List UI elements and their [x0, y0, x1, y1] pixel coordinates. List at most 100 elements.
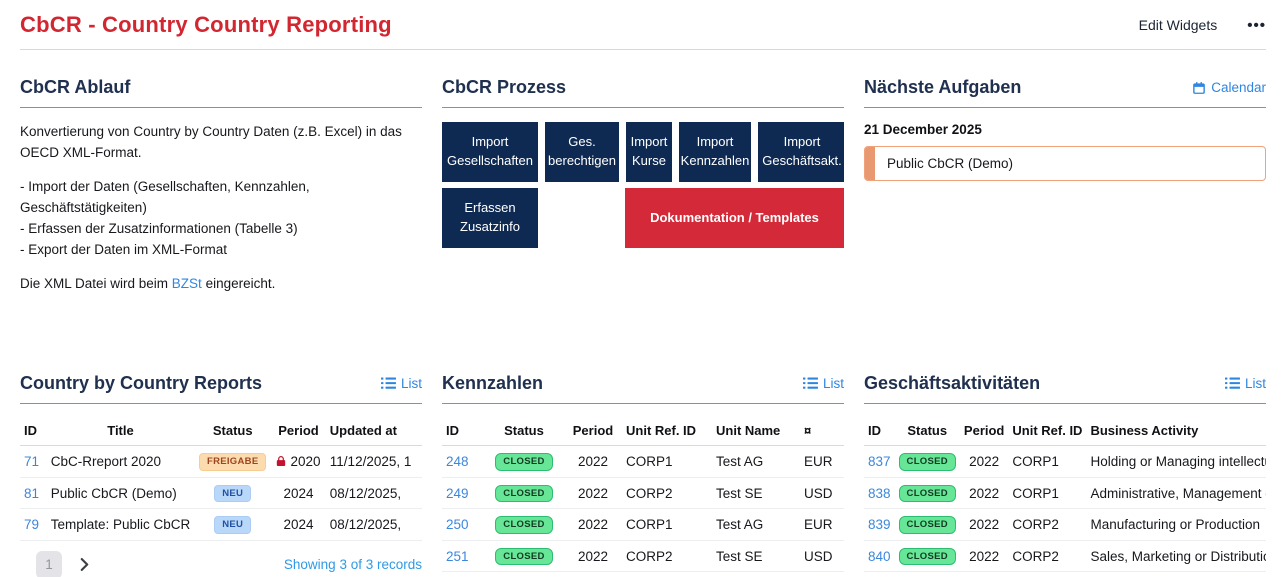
kennzahl-unitref-cell: CORP1: [622, 508, 712, 541]
aktivitaeten-col-id: ID: [864, 418, 895, 447]
report-id-link[interactable]: 79: [24, 517, 40, 533]
aktivitaet-period-cell: 2022: [959, 445, 1009, 478]
widget-cbcr-ablauf-body: Konvertierung von Country by Country Dat…: [20, 122, 422, 294]
aktivitaet-unitref-cell: CORP1: [1008, 477, 1087, 510]
widget-cbcr-ablauf: CbCR Ablauf Konvertierung von Country by…: [20, 77, 422, 307]
ablauf-footer-text: Die XML Datei wird beim BZSt eingereicht…: [20, 274, 422, 295]
kennzahlen-list-link-label: List: [822, 376, 844, 392]
table-row: 250 CLOSED 2022 CORP1 Test AG EUR: [442, 508, 844, 541]
report-period-cell: 2024: [271, 477, 326, 510]
aktivitaet-unitref-cell: CORP2: [1008, 508, 1087, 541]
import-gesellschaften-button[interactable]: Import Gesellschaften: [442, 122, 538, 182]
kennzahlen-col-unitref: Unit Ref. ID: [622, 418, 712, 447]
reports-pagination: 1 Showing 3 of 3 records: [20, 550, 422, 577]
ablauf-intro-text: Konvertierung von Country by Country Dat…: [20, 124, 402, 160]
table-row: 251 CLOSED 2022 CORP2 Test SE USD: [442, 540, 844, 573]
aktivitaet-period-cell: 2022: [959, 477, 1009, 510]
aktivitaet-activity-cell: Administrative, Management or Support: [1086, 477, 1266, 510]
kennzahl-period-cell: 2022: [564, 445, 622, 478]
task-card-label: Public CbCR (Demo): [887, 156, 1014, 171]
kennzahl-unitname-cell: Test AG: [712, 445, 800, 478]
widget-kennzahlen-body: ID Status Period Unit Ref. ID Unit Name …: [442, 418, 844, 577]
kennzahl-id-link[interactable]: 250: [446, 517, 469, 533]
aktivitaet-id-link[interactable]: 839: [868, 517, 891, 533]
aktivitaeten-list-link[interactable]: List: [1224, 376, 1266, 392]
reports-col-status: Status: [194, 418, 272, 447]
report-id-link[interactable]: 81: [24, 485, 40, 501]
calendar-link[interactable]: Calendar: [1192, 80, 1266, 95]
top-actions: Edit Widgets •••: [1139, 17, 1266, 34]
aktivitaet-activity-cell: Manufacturing or Production: [1086, 508, 1266, 541]
currency-icon: ¤: [800, 418, 844, 447]
aktivitaeten-list-link-label: List: [1244, 376, 1266, 392]
import-kennzahlen-button[interactable]: Import Kennzahlen: [679, 122, 751, 182]
task-card[interactable]: Public CbCR (Demo): [864, 146, 1266, 181]
widget-title-aufgaben: Nächste Aufgaben: [864, 77, 1022, 97]
widget-cbc-reports-body: ID Title Status Period Updated at 71 CbC…: [20, 418, 422, 577]
ges-berechtigen-button[interactable]: Ges. berechtigen: [545, 122, 619, 182]
aktivitaet-period-cell: 2022: [959, 540, 1009, 573]
kennzahl-unitname-cell: Test SE: [712, 477, 800, 510]
aktivitaet-id-link[interactable]: 838: [868, 485, 891, 501]
edit-widgets-button[interactable]: Edit Widgets: [1138, 17, 1218, 33]
report-title-cell: Template: Public CbCR: [46, 508, 195, 541]
kennzahlen-table: ID Status Period Unit Ref. ID Unit Name …: [442, 418, 844, 573]
report-title-cell: CbC-Rreport 2020: [46, 445, 195, 478]
ablauf-footer-pre: Die XML Datei wird beim: [20, 275, 172, 291]
kennzahl-id-link[interactable]: 249: [446, 485, 469, 501]
task-card-accent-strip: [865, 147, 875, 180]
report-updated-cell: 08/12/2025,: [325, 477, 422, 510]
aktivitaeten-col-activity: Business Activity: [1086, 418, 1266, 447]
kennzahlen-list-link[interactable]: List: [802, 376, 844, 392]
next-page-icon[interactable]: [80, 558, 89, 572]
table-row: 71 CbC-Rreport 2020 FREIGABE 2020 11/12/…: [20, 445, 422, 478]
kennzahlen-col-unitname: Unit Name: [712, 418, 800, 447]
page-1-button[interactable]: 1: [36, 550, 62, 577]
widget-cbcr-prozess-body: Import Gesellschaften Ges. berechtigen I…: [442, 122, 844, 248]
report-id-link[interactable]: 71: [24, 454, 40, 470]
widget-naechste-aufgaben-body: 21 December 2025 Public CbCR (Demo): [864, 122, 1266, 181]
import-kurse-button[interactable]: Import Kurse: [626, 122, 672, 182]
erfassen-zusatzinfo-button[interactable]: Erfassen Zusatzinfo: [442, 188, 538, 248]
calendar-icon: [1192, 81, 1206, 95]
kennzahl-period-cell: 2022: [564, 540, 622, 573]
status-badge: CLOSED: [898, 453, 956, 471]
aktivitaet-period-cell: 2022: [959, 571, 1009, 577]
status-badge: CLOSED: [495, 547, 553, 566]
aktivitaeten-col-unitref: Unit Ref. ID: [1008, 418, 1087, 447]
kennzahl-id-link[interactable]: 248: [446, 454, 469, 470]
task-date: 21 December 2025: [864, 122, 982, 137]
reports-list-link[interactable]: List: [380, 376, 422, 391]
kennzahl-currency-cell: EUR: [800, 445, 844, 478]
widget-cbcr-prozess-header: CbCR Prozess: [442, 77, 844, 108]
table-row: 838 CLOSED 2022 CORP1 Administrative, Ma…: [864, 477, 1266, 510]
kennzahlen-header-row: ID Status Period Unit Ref. ID Unit Name …: [442, 418, 844, 447]
ablauf-bullet-2: - Erfassen der Zusatzinformationen (Tabe…: [20, 220, 298, 236]
reports-col-title: Title: [46, 418, 195, 447]
prozess-button-row-1: Import Gesellschaften Ges. berechtigen I…: [442, 122, 844, 182]
widget-kennzahlen-header: Kennzahlen List: [442, 373, 844, 405]
aktivitaet-id-link[interactable]: 840: [868, 548, 891, 564]
aktivitaet-id-link[interactable]: 837: [868, 454, 891, 470]
top-bar: CbCR - Country Country Reporting Edit Wi…: [20, 12, 1266, 50]
import-geschaeftsakt-button[interactable]: Import Geschäftsakt.: [758, 122, 844, 182]
widget-cbc-reports-header: Country by Country Reports List: [20, 373, 422, 405]
status-badge: CLOSED: [898, 547, 956, 566]
overflow-menu-icon[interactable]: •••: [1247, 16, 1266, 34]
table-row: 841 CLOSED 2022 CORP1 Holding or Managin…: [864, 571, 1266, 577]
widget-geschaeftsaktivitaeten-body: ID Status Period Unit Ref. ID Business A…: [864, 418, 1266, 577]
list-icon: [380, 377, 396, 390]
aktivitaet-activity-cell: Holding or Managing intellectual propert…: [1086, 571, 1266, 577]
bzst-link[interactable]: BZSt: [171, 275, 202, 291]
aktivitaeten-col-status: Status: [894, 418, 960, 447]
kennzahl-unitref-cell: CORP2: [622, 477, 712, 510]
table-row: 837 CLOSED 2022 CORP1 Holding or Managin…: [864, 445, 1266, 478]
status-badge: CLOSED: [495, 516, 553, 534]
dokumentation-templates-button[interactable]: Dokumentation / Templates: [625, 188, 844, 248]
kennzahl-unitref-cell: CORP2: [622, 540, 712, 573]
kennzahl-unitname-cell: Test SE: [712, 540, 800, 573]
kennzahl-id-link[interactable]: 251: [446, 548, 469, 564]
aktivitaeten-table: ID Status Period Unit Ref. ID Business A…: [864, 418, 1266, 577]
aktivitaet-period-cell: 2022: [959, 508, 1009, 541]
